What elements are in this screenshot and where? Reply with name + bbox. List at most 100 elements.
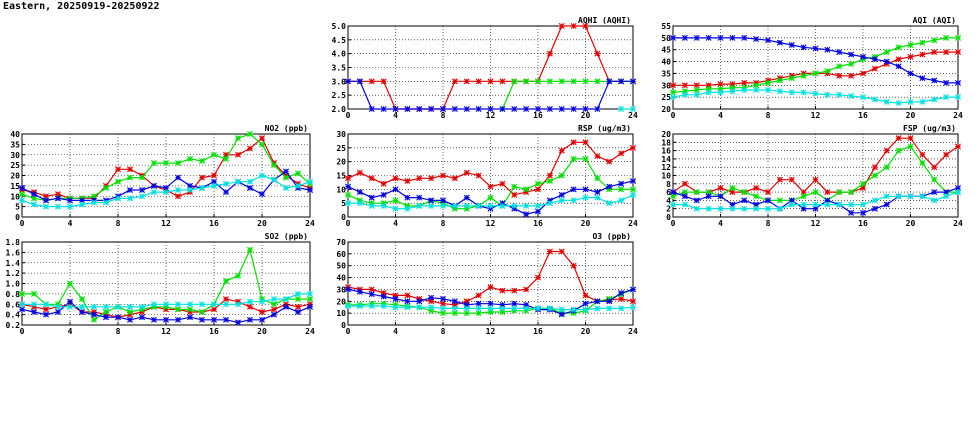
rsp-red-point bbox=[404, 178, 411, 185]
so2-cyan-point bbox=[139, 303, 145, 310]
no2-ytick-label: 20 bbox=[10, 172, 20, 181]
o3-cyan-point bbox=[570, 306, 577, 313]
o3-cyan-point bbox=[630, 304, 636, 311]
rsp-cyan-point bbox=[428, 202, 435, 209]
so2-blue-point bbox=[91, 311, 97, 318]
aqi-cyan-point bbox=[741, 87, 748, 94]
rsp-cyan-point bbox=[535, 202, 541, 209]
rsp-red-point bbox=[368, 175, 375, 182]
o3-xtick-label: 0 bbox=[346, 327, 351, 336]
fsp-series-blue bbox=[670, 184, 961, 216]
aqi-blue-point bbox=[741, 34, 748, 41]
so2-blue-point bbox=[235, 319, 241, 326]
fsp-ytick-label: 14 bbox=[661, 155, 671, 164]
o3-blue-point bbox=[582, 300, 589, 307]
no2-xtick-label: 24 bbox=[305, 219, 315, 228]
fsp-green-point bbox=[931, 176, 938, 183]
so2-green-point bbox=[187, 306, 193, 313]
aqhi-blue-point bbox=[606, 78, 613, 85]
fsp-ytick-label: 10 bbox=[661, 172, 671, 181]
aqhi-blue-point bbox=[380, 106, 387, 112]
aqi-blue-point bbox=[800, 44, 807, 51]
aqhi-blue-point bbox=[499, 106, 506, 112]
fsp-blue-point bbox=[717, 193, 724, 200]
so2-blue-point bbox=[55, 309, 61, 316]
aqhi-red-point bbox=[558, 23, 565, 29]
no2-green-point bbox=[115, 178, 121, 185]
fsp-xtick-label: 8 bbox=[766, 219, 771, 228]
so2-cyan-point bbox=[259, 298, 265, 305]
no2-ytick-label: 5 bbox=[15, 203, 20, 212]
fsp-cyan-point bbox=[765, 205, 771, 212]
no2-cyan-point bbox=[139, 193, 145, 200]
aqhi-red-point bbox=[546, 50, 553, 57]
aqi-ytick-label: 30 bbox=[661, 81, 671, 90]
so2-blue-point bbox=[223, 316, 229, 323]
fsp-blue-point bbox=[883, 201, 890, 208]
aqi-cyan-point bbox=[705, 89, 712, 96]
aqhi-ytick-label: 4.5 bbox=[332, 36, 347, 45]
so2-cyan-point bbox=[223, 301, 229, 308]
o3-cyan-point bbox=[594, 305, 601, 312]
rsp-green-point bbox=[618, 186, 625, 193]
aqi-red-point bbox=[670, 82, 676, 89]
no2-green-point bbox=[283, 174, 289, 181]
fsp-blue-point bbox=[705, 193, 712, 200]
fsp-cyan-point bbox=[717, 205, 724, 212]
so2-blue-point bbox=[163, 316, 169, 323]
rsp-cyan-point bbox=[416, 202, 423, 209]
no2-cyan-point bbox=[283, 184, 289, 191]
o3-blue-point bbox=[594, 298, 601, 305]
aqi-cyan-point bbox=[776, 88, 783, 95]
no2-green-point bbox=[163, 160, 169, 167]
so2-green-point bbox=[103, 309, 109, 316]
fsp-cyan-point bbox=[943, 193, 950, 200]
no2-cyan-point bbox=[43, 203, 49, 210]
aqi-green-point bbox=[883, 49, 890, 56]
aqi-blue-point bbox=[693, 34, 700, 41]
aqi-green-point bbox=[895, 44, 902, 51]
o3-red-point bbox=[570, 262, 577, 269]
fsp-cyan-point bbox=[860, 201, 866, 208]
so2-blue-point bbox=[115, 314, 121, 321]
fsp-cyan-point bbox=[705, 205, 712, 212]
fsp-green-point bbox=[776, 197, 783, 204]
rsp-cyan-point bbox=[368, 202, 375, 209]
o3-blue-point bbox=[558, 311, 565, 318]
aqi-xtick-label: 12 bbox=[811, 111, 821, 120]
aqhi-cyan-point bbox=[630, 106, 636, 112]
so2-cyan-point bbox=[247, 298, 253, 305]
fsp-cyan-point bbox=[776, 205, 783, 212]
o3-red-point bbox=[475, 292, 482, 299]
aqi-blue-point bbox=[943, 79, 950, 86]
fsp-red-point bbox=[812, 176, 819, 183]
rsp-red-point bbox=[380, 180, 387, 187]
o3-blue-point bbox=[440, 295, 446, 302]
fsp-blue-point bbox=[765, 197, 771, 204]
aqi-xtick-label: 20 bbox=[906, 111, 916, 120]
fsp-xtick-label: 4 bbox=[718, 219, 723, 228]
fsp-cyan-point bbox=[693, 205, 700, 212]
aqi-red-point bbox=[919, 51, 926, 58]
rsp-cyan-point bbox=[558, 197, 565, 204]
rsp-red-point bbox=[475, 172, 482, 179]
rsp-green-point bbox=[535, 180, 541, 187]
aqi-ytick-label: 40 bbox=[661, 58, 671, 67]
no2-ytick-label: 25 bbox=[10, 161, 20, 170]
aqi-blue-point bbox=[776, 39, 783, 46]
rsp-red-point bbox=[618, 150, 625, 157]
no2-ytick-label: 40 bbox=[10, 130, 20, 139]
no2-cyan-point bbox=[271, 176, 277, 183]
rsp-blue-point bbox=[594, 189, 601, 196]
aqi-blue-point bbox=[907, 70, 914, 77]
rsp-red-point bbox=[570, 139, 577, 146]
rsp-blue-point bbox=[392, 186, 399, 193]
no2-xtick-label: 12 bbox=[161, 219, 171, 228]
so2-green-point bbox=[19, 290, 25, 297]
so2-green-point bbox=[307, 296, 313, 303]
fsp-cyan-point bbox=[895, 193, 902, 200]
aqhi-ytick-label: 3.0 bbox=[332, 77, 347, 86]
rsp-red-point bbox=[582, 139, 589, 146]
fsp-ytick-label: 2 bbox=[666, 205, 671, 214]
